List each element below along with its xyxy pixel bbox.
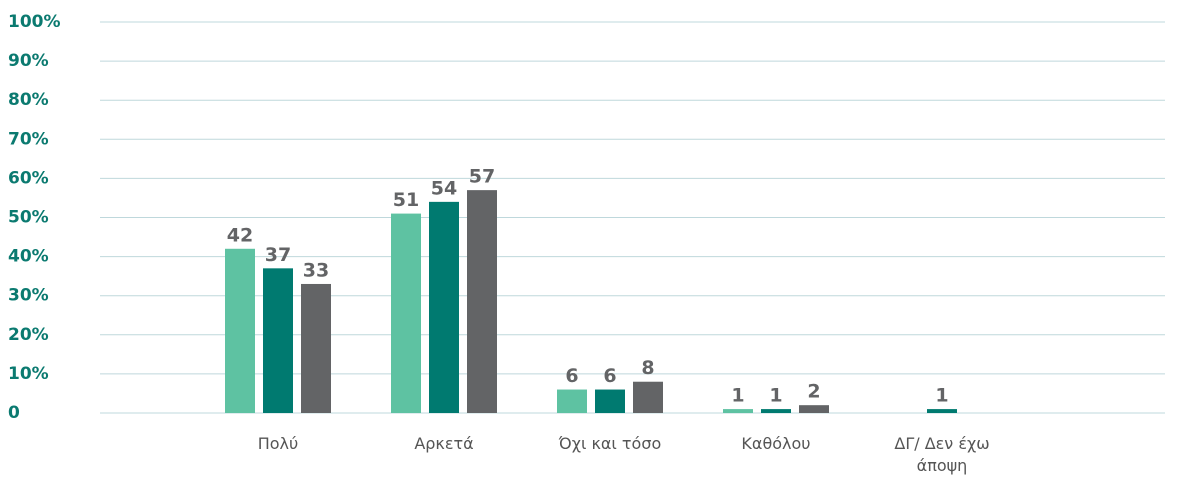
bar — [429, 201, 459, 413]
data-label: 1 — [935, 385, 948, 407]
y-tick-label: 70% — [8, 129, 49, 149]
y-tick-label: 90% — [8, 51, 49, 71]
data-label: 33 — [303, 259, 329, 281]
data-label: 54 — [431, 177, 457, 199]
bar — [391, 213, 421, 413]
y-tick-label: 20% — [8, 325, 49, 345]
bar — [225, 248, 255, 413]
x-tick-label: Καθόλου — [741, 434, 811, 453]
data-label: 1 — [769, 385, 782, 407]
bar — [301, 283, 331, 413]
bar — [595, 389, 625, 413]
bar — [723, 409, 753, 413]
data-label: 37 — [265, 244, 291, 266]
bar — [467, 190, 497, 413]
x-tick-label: Πολύ — [257, 434, 299, 453]
y-tick-label: 30% — [8, 286, 49, 306]
bar — [263, 268, 293, 413]
y-tick-label: 40% — [8, 247, 49, 267]
y-tick-label: 100% — [8, 12, 61, 32]
bar — [927, 409, 957, 413]
y-tick-label: 0 — [8, 403, 20, 423]
bar — [633, 381, 663, 413]
bar — [799, 405, 829, 413]
x-tick-label: Όχι και τόσο — [558, 434, 662, 453]
bar — [761, 409, 791, 413]
x-tick-label: ΔΓ/ Δεν έχω άποψη — [894, 434, 990, 475]
data-label: 6 — [603, 365, 616, 387]
y-tick-label: 80% — [8, 90, 49, 110]
y-tick-label: 10% — [8, 364, 49, 384]
y-tick-label: 50% — [8, 208, 49, 228]
bar — [557, 389, 587, 413]
data-label: 57 — [469, 166, 495, 188]
y-tick-label: 60% — [8, 168, 49, 188]
x-tick-label: Αρκετά — [414, 434, 474, 453]
data-label: 2 — [807, 381, 820, 403]
data-label: 1 — [731, 385, 744, 407]
data-label: 6 — [565, 365, 578, 387]
data-label: 42 — [227, 224, 253, 246]
data-label: 8 — [641, 357, 654, 379]
data-label: 51 — [393, 189, 419, 211]
